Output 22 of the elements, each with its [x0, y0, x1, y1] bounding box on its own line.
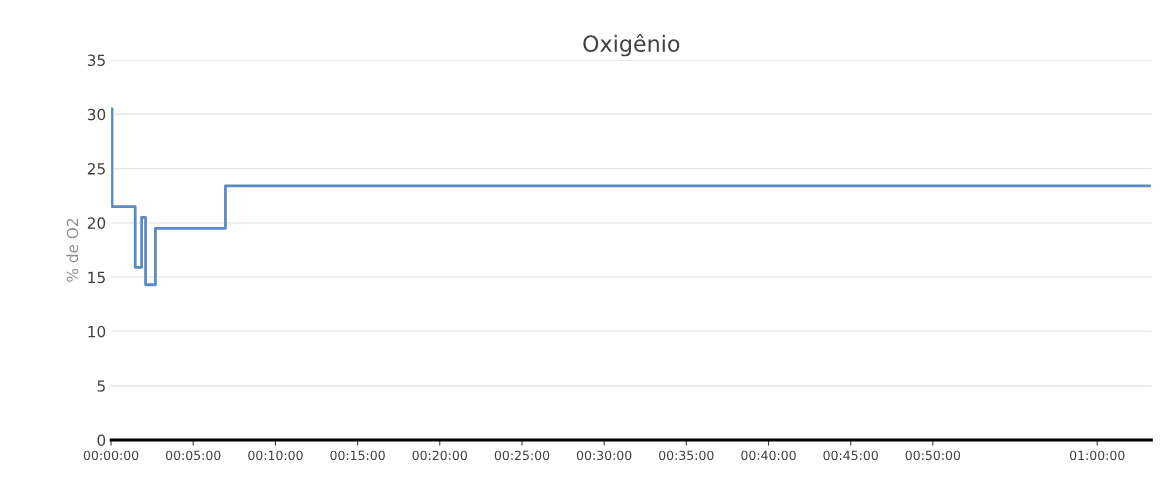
y-tick-label: 35 — [87, 54, 105, 67]
x-tick-label: 00:30:00 — [576, 450, 632, 461]
x-tick-label: 00:45:00 — [823, 450, 878, 461]
y-tick-label: 25 — [87, 163, 105, 175]
x-tick-label: 00:00:00 — [83, 450, 139, 461]
y-tick-label: 0 — [97, 434, 106, 447]
y-tick-label: 15 — [88, 271, 105, 284]
y-tick-label: 30 — [87, 108, 106, 121]
x-tick-label: 00:40:00 — [741, 450, 796, 461]
x-tick-label: 00:20:00 — [412, 450, 467, 461]
y-tick-label: 5 — [97, 380, 105, 392]
x-tick-label: 00:25:00 — [494, 450, 550, 461]
y-tick-label: 10 — [88, 325, 106, 338]
x-tick-label: 00:10:00 — [248, 450, 303, 461]
x-tick-label: 00:15:00 — [330, 450, 385, 461]
x-tick-label: 01:00:00 — [1069, 450, 1125, 461]
chart-title: Oxigênio — [583, 33, 680, 57]
y-axis-title: % de O2 — [66, 218, 79, 282]
x-tick-label: 00:50:00 — [905, 450, 961, 461]
y-tick-label: 20 — [87, 217, 106, 229]
x-tick-label: 00:35:00 — [659, 450, 714, 461]
x-tick-label: 00:05:00 — [165, 450, 221, 461]
